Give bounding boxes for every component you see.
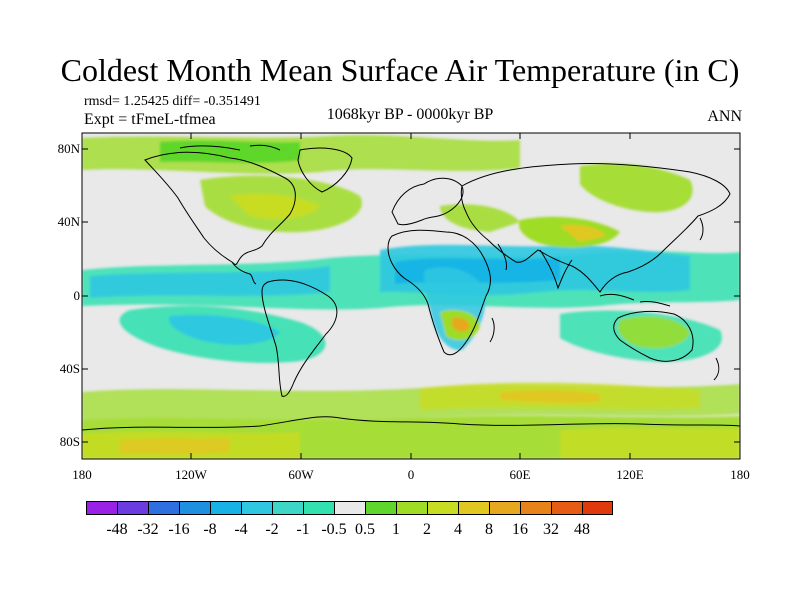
colorbar-label: 4 [454, 521, 462, 538]
colorbar-label: 0.5 [355, 521, 375, 538]
lon-label-120e: 120E [616, 467, 644, 482]
colorbar-label: 16 [512, 521, 528, 538]
colorbar-swatch [86, 501, 117, 515]
season-label: ANN [707, 108, 742, 125]
colorbar-swatch [148, 501, 179, 515]
colorbar-label: 32 [543, 521, 559, 538]
colorbar-swatch [582, 501, 613, 515]
experiment-label: Expt = tFmeL-tfmea [84, 111, 216, 128]
lon-label-180e: 180 [730, 467, 750, 482]
lon-label-60w: 60W [288, 467, 314, 482]
lat-label-0: 0 [73, 288, 81, 303]
lat-label-80s: 80S [59, 434, 80, 449]
colorbar-swatch [117, 501, 148, 515]
colorbar-swatch [551, 501, 582, 515]
colorbar-swatch [396, 501, 427, 515]
colorbar-swatch [179, 501, 210, 515]
colorbar-label: -4 [234, 521, 248, 538]
colorbar-swatch [365, 501, 396, 515]
colorbar-swatch [334, 501, 365, 515]
colorbar-label: 8 [485, 521, 493, 538]
lon-label-120w: 120W [175, 467, 207, 482]
colorbar-swatch [241, 501, 272, 515]
colorbar-swatch [427, 501, 458, 515]
colorbar-label: 1 [392, 521, 400, 538]
colorbar-label: -32 [137, 521, 159, 538]
colorbar-swatch [303, 501, 334, 515]
colorbar-label: -16 [168, 521, 190, 538]
colorbar-swatch [272, 501, 303, 515]
lon-label-60e: 60E [509, 467, 531, 482]
stats-label: rmsd= 1.25425 diff= -0.351491 [84, 94, 261, 109]
colorbar-label: -8 [203, 521, 217, 538]
lat-label-80n: 80N [57, 141, 80, 156]
lat-label-40n: 40N [57, 214, 80, 229]
colorbar-label: -2 [265, 521, 279, 538]
lon-label-180w: 180 [72, 467, 92, 482]
axis-ticks [82, 133, 740, 459]
colorbar-swatch [489, 501, 520, 515]
plot-title: Coldest Month Mean Surface Air Temperatu… [60, 52, 740, 88]
coastlines [82, 144, 740, 431]
colorbar-label: -48 [106, 521, 128, 538]
colorbar-label: -1 [296, 521, 310, 538]
anomaly-field [82, 135, 740, 459]
colorbar-label: 48 [574, 521, 590, 538]
colorbar-swatch [458, 501, 489, 515]
period-label: 1068kyr BP - 0000kyr BP [326, 106, 494, 123]
colorbar-label: 2 [423, 521, 431, 538]
colorbar-swatch [520, 501, 551, 515]
colorbar-swatch [210, 501, 241, 515]
lon-label-0: 0 [407, 467, 415, 482]
colorbar-label: -0.5 [321, 521, 347, 538]
lat-label-40s: 40S [59, 361, 80, 376]
